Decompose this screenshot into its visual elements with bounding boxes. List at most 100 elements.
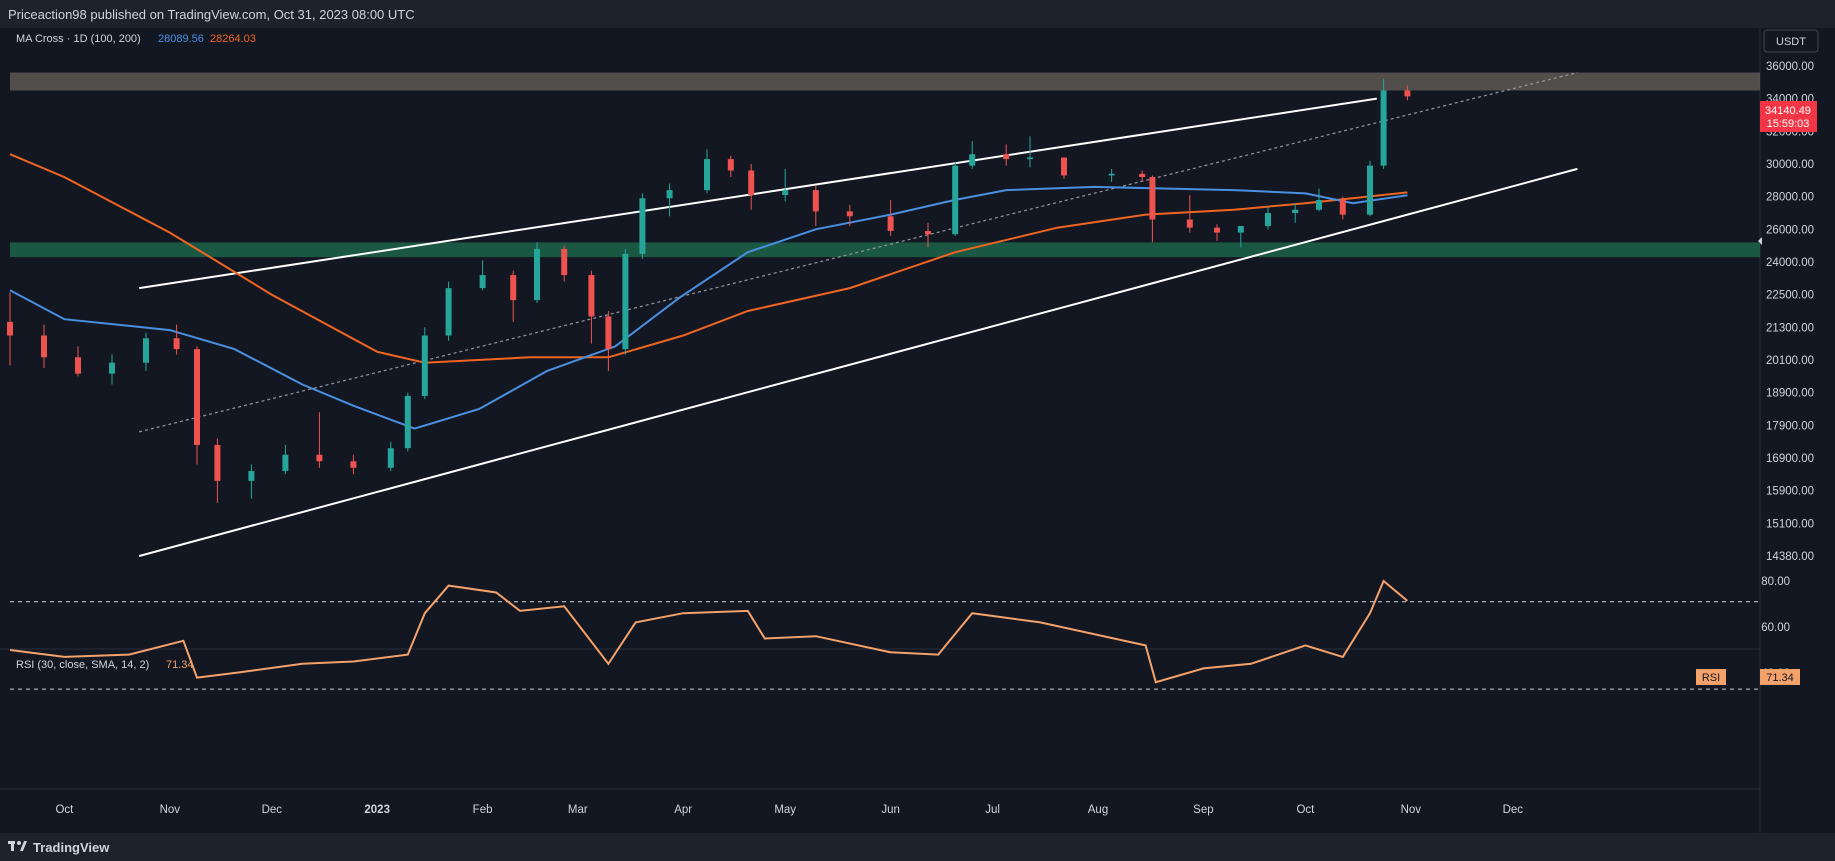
candle-body — [727, 159, 734, 171]
candle[interactable] — [1316, 188, 1322, 212]
rsi-line[interactable] — [9, 579, 1409, 684]
rsi-value-tag-bg — [1760, 669, 1800, 685]
candle-body — [1061, 157, 1067, 176]
countdown-label: 15:59:03 — [1767, 118, 1810, 130]
candle[interactable] — [846, 204, 853, 227]
candle[interactable] — [812, 185, 819, 227]
candle[interactable] — [282, 444, 289, 475]
candle[interactable] — [1061, 157, 1067, 179]
candle-body — [1149, 177, 1156, 220]
channel-midline[interactable] — [139, 71, 1578, 433]
candle[interactable] — [214, 438, 221, 503]
candle[interactable] — [748, 164, 755, 210]
candle[interactable] — [704, 149, 710, 194]
time-tick-label: May — [774, 804, 796, 816]
currency-label: USDT — [1776, 36, 1806, 48]
candle[interactable] — [1186, 195, 1193, 233]
candle[interactable] — [143, 332, 149, 371]
price-tick-label: 14380.00 — [1766, 551, 1814, 563]
candle-body — [1316, 199, 1322, 210]
rsi-tag: RSI 71.34 — [1696, 669, 1800, 685]
candle[interactable] — [7, 292, 13, 366]
candle[interactable] — [387, 441, 394, 472]
candle-body — [75, 357, 81, 374]
candle[interactable] — [316, 412, 323, 468]
candle[interactable] — [727, 155, 734, 178]
candle-body — [510, 275, 517, 301]
candle[interactable] — [605, 311, 612, 371]
time-tick-label: Mar — [568, 804, 588, 816]
candle[interactable] — [1380, 79, 1387, 169]
candle-body — [248, 471, 255, 481]
candle[interactable] — [194, 346, 200, 465]
candle[interactable] — [479, 260, 486, 291]
candle-body — [588, 275, 595, 317]
candle-body — [421, 335, 428, 396]
candle[interactable] — [173, 324, 180, 355]
candle[interactable] — [1237, 226, 1244, 248]
candle[interactable] — [639, 193, 646, 259]
ma100-value: 28089.56 — [158, 33, 204, 45]
candle[interactable] — [75, 346, 81, 377]
candle[interactable] — [666, 183, 673, 217]
rsi-label[interactable]: RSI (30, close, SMA, 14, 2) — [16, 659, 149, 671]
candle[interactable] — [248, 464, 255, 499]
time-tick-label: Aug — [1088, 804, 1108, 816]
ma100-line[interactable] — [9, 185, 1408, 430]
price-axis[interactable]: 36000.0034000.0032000.0030000.0028000.00… — [1766, 61, 1814, 563]
currency-button[interactable]: USDT — [1763, 29, 1819, 53]
candle[interactable] — [1149, 175, 1156, 243]
candle-body — [479, 275, 486, 289]
candle[interactable] — [1214, 224, 1220, 241]
candle[interactable] — [534, 242, 540, 303]
candle-body — [952, 165, 959, 235]
candle[interactable] — [782, 168, 789, 202]
channel-lower-line[interactable] — [138, 167, 1578, 557]
candle[interactable] — [588, 270, 595, 344]
candle[interactable] — [510, 270, 517, 322]
candle[interactable] — [1292, 203, 1299, 223]
candle-body — [445, 288, 452, 336]
candle[interactable] — [41, 324, 47, 369]
rsi-value-tag: 71.34 — [1766, 672, 1794, 684]
price-tick-label: 22500.00 — [1766, 290, 1814, 302]
chart-area[interactable]: 36000.0034000.0032000.0030000.0028000.00… — [0, 28, 1835, 833]
rsi-tick-label: 80.00 — [1761, 576, 1790, 588]
candle[interactable] — [404, 392, 411, 452]
channel-upper-line[interactable] — [139, 97, 1377, 290]
candle-body — [704, 159, 710, 191]
candle[interactable] — [1339, 196, 1346, 220]
ma200-line[interactable] — [9, 153, 1408, 364]
publish-header: Priceaction98 published on TradingView.c… — [0, 0, 1835, 28]
candle[interactable] — [350, 454, 357, 475]
candlestick-series[interactable] — [7, 79, 1411, 503]
candle[interactable] — [969, 141, 976, 169]
candle[interactable] — [445, 281, 452, 341]
ma-cross-label[interactable]: MA Cross · 1D (100, 200) — [16, 33, 141, 45]
candle[interactable] — [1108, 168, 1115, 182]
candle[interactable] — [1139, 170, 1146, 182]
time-axis[interactable]: Oct Nov Dec 2023 Feb Mar Apr May Jun Jul Aug Sep Oct… — [55, 804, 1523, 816]
scroll-to-latest-icon[interactable] — [1758, 237, 1762, 245]
candle[interactable] — [421, 327, 428, 400]
candle[interactable] — [1003, 144, 1010, 166]
brand-name[interactable]: TradingView — [33, 840, 110, 855]
candle[interactable] — [561, 245, 568, 282]
candle[interactable] — [952, 162, 959, 236]
time-tick-label: 2023 — [364, 804, 390, 816]
price-tick-label: 16900.00 — [1766, 453, 1814, 465]
candle[interactable] — [109, 354, 115, 385]
candle[interactable] — [1027, 136, 1033, 168]
candle[interactable] — [1265, 206, 1271, 230]
candle-body — [404, 395, 411, 449]
candle-body — [1214, 227, 1220, 233]
price-tick-label: 15100.00 — [1766, 518, 1814, 530]
price-tick-label: 20100.00 — [1766, 355, 1814, 367]
candle[interactable] — [1367, 160, 1373, 217]
candle[interactable] — [1404, 85, 1411, 101]
candle[interactable] — [887, 199, 894, 236]
candle[interactable] — [925, 222, 931, 248]
candle[interactable] — [622, 248, 629, 355]
candle-body — [350, 461, 357, 468]
tradingview-logo-icon[interactable] — [8, 839, 28, 853]
